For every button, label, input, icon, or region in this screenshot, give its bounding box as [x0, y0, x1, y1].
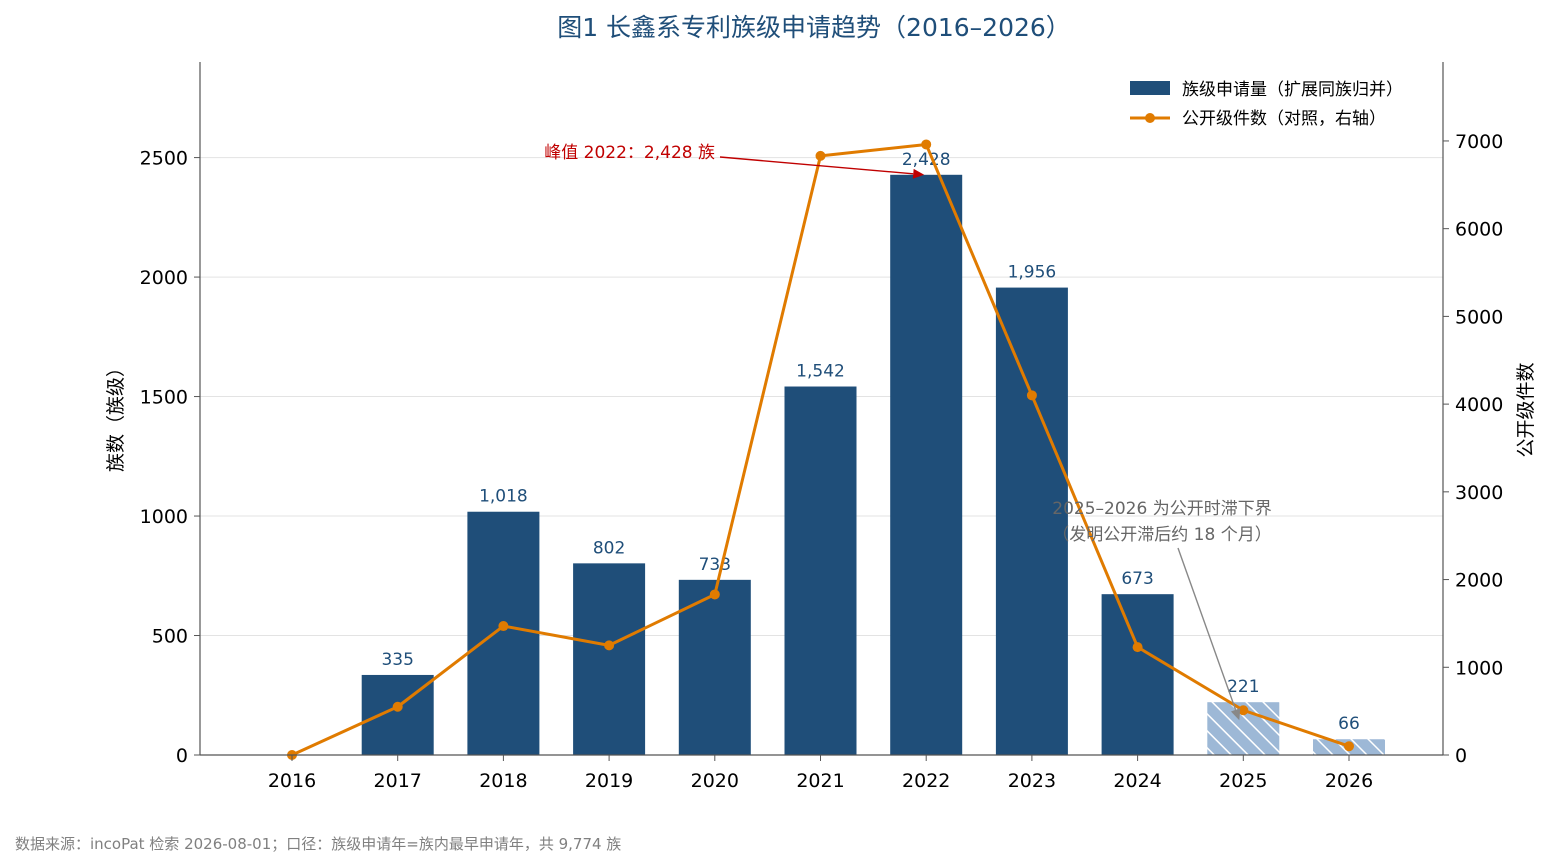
y-right-tick-label: 7000 [1455, 131, 1503, 153]
bar-value-label: 733 [699, 555, 731, 575]
x-tick-label: 2021 [796, 770, 844, 792]
y-right-tick-label: 2000 [1455, 570, 1503, 592]
y-right-tick-label: 3000 [1455, 482, 1503, 504]
bars [361, 174, 1385, 755]
legend-line-label: 公开级件数（对照，右轴） [1182, 109, 1386, 129]
y-right-tick-label: 1000 [1455, 657, 1503, 679]
line-point [815, 150, 826, 161]
bar-value-label: 335 [381, 650, 413, 670]
x-tick-label: 2020 [691, 770, 739, 792]
bar-value-label: 673 [1121, 569, 1153, 589]
bar [573, 563, 646, 755]
x-tick-label: 2017 [374, 770, 422, 792]
legend: 族级申请量（扩展同族归并） 公开级件数（对照，右轴） [1130, 80, 1403, 129]
line-point [498, 621, 509, 632]
x-tick-label: 2018 [479, 770, 527, 792]
y-tick-label: 1000 [140, 506, 188, 528]
y-axis-label: 族数（族级） [105, 358, 127, 472]
peak-annotation-arrowhead [912, 168, 925, 179]
legend-bar-label: 族级申请量（扩展同族归并） [1182, 80, 1403, 100]
bar-value-label: 221 [1227, 677, 1259, 697]
source-note: 数据来源：incoPat 检索 2026-08-01；口径：族级申请年=族内最早… [15, 835, 621, 853]
lag-annotation-arrow [1177, 547, 1237, 711]
line-point [1026, 390, 1037, 401]
legend-bar-swatch [1130, 81, 1170, 95]
y-tick-label: 2500 [140, 148, 188, 170]
axes [199, 62, 1444, 756]
x-tick-label: 2022 [902, 770, 950, 792]
y-tick-label: 0 [176, 745, 188, 767]
lag-annotation-line1: 2025–2026 为公开时滞下界 [1052, 499, 1271, 519]
line-series [287, 139, 1354, 760]
line-point [1238, 705, 1249, 716]
x-tick-label: 2026 [1325, 770, 1373, 792]
line-point [921, 139, 932, 150]
y-right-tick-label: 0 [1455, 745, 1467, 767]
bar-value-label: 1,956 [1008, 263, 1057, 283]
x-ticks: 2016 2017 2018 2019 2020 2021 2022 2023 2024 2025… [268, 755, 1373, 792]
x-tick-label: 2016 [268, 770, 316, 792]
x-tick-label: 2019 [585, 770, 633, 792]
y-tick-label: 500 [152, 626, 188, 648]
chart-title: 图1 长鑫系专利族级申请趋势（2016–2026） [557, 13, 1071, 42]
line-point [1344, 741, 1354, 752]
y-right-tick-label: 6000 [1455, 219, 1503, 241]
bar [1101, 594, 1174, 755]
y-right-tick-label: 5000 [1455, 306, 1503, 328]
bar [678, 579, 751, 755]
x-tick-label: 2025 [1219, 770, 1267, 792]
y-right-tick-label: 4000 [1455, 394, 1503, 416]
bar [467, 511, 540, 755]
legend-line-marker [1145, 113, 1155, 123]
bar [784, 386, 857, 755]
y-axis-label-right: 公开级件数 [1515, 362, 1537, 457]
line-point [392, 701, 403, 712]
bar-labels: 335 1,018 802 733 1,542 2,428 1,956 673 221 66 [381, 150, 1359, 734]
y-tick-label: 1500 [140, 387, 188, 409]
line-point [709, 589, 720, 600]
x-tick-label: 2023 [1008, 770, 1056, 792]
bar-value-label: 2,428 [902, 150, 951, 170]
bar-value-label: 66 [1338, 714, 1360, 734]
peak-annotation-arrow [719, 156, 914, 175]
y-ticks-left: 0 500 1000 1500 2000 2500 [140, 148, 200, 767]
x-tick-label: 2024 [1113, 770, 1161, 792]
y-ticks-right: 0 1000 2000 3000 4000 5000 6000 7000 [1443, 131, 1503, 767]
bar [995, 287, 1068, 755]
bar-value-label: 802 [593, 538, 625, 558]
line-point [1132, 642, 1143, 653]
lag-annotation-arrowhead [1230, 708, 1241, 721]
bar [890, 174, 963, 755]
peak-annotation: 峰值 2022：2,428 族 [544, 143, 715, 163]
annotations: 峰值 2022：2,428 族 2025–2026 为公开时滞下界 （发明公开滞… [544, 143, 1272, 721]
lag-annotation-line2: （发明公开滞后约 18 个月） [1052, 525, 1271, 545]
bar-value-label: 1,542 [796, 362, 845, 382]
y-tick-label: 2000 [140, 267, 188, 289]
line-point [604, 640, 615, 651]
bar-value-label: 1,018 [479, 487, 528, 507]
